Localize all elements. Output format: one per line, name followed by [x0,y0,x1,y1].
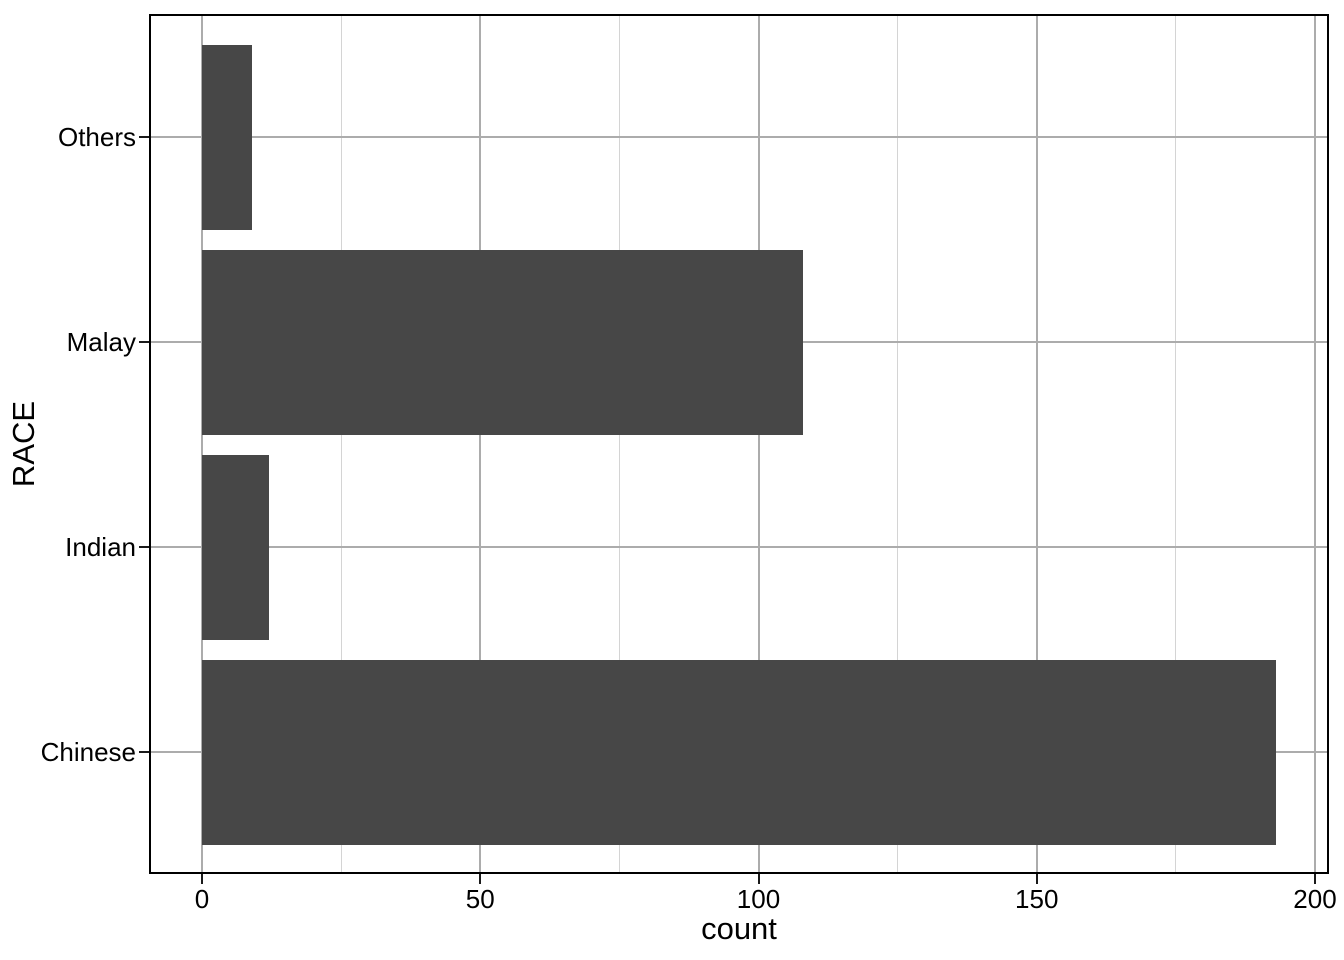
gridline-minor-vertical [340,16,342,872]
x-tick-label: 0 [194,884,210,914]
y-tick-mark [139,546,149,548]
plot-panel [149,14,1329,874]
gridline-major-vertical [1035,16,1038,872]
gridline-minor-vertical [1175,16,1177,872]
y-tick-label: Others [57,122,136,152]
x-tick-label: 150 [1015,884,1059,914]
bar-malay [202,249,804,435]
x-tick-mark [479,874,482,884]
gridline-major-vertical [479,16,482,872]
gridline-minor-vertical [618,16,620,872]
x-tick-mark [1035,874,1038,884]
y-tick-label: Indian [65,532,136,562]
gridline-major-horizontal [151,136,1327,138]
y-tick-mark [139,751,149,753]
gridline-major-vertical [757,16,760,872]
x-tick-mark [757,874,760,884]
gridline-major-vertical [201,16,203,872]
bar-indian [202,454,269,640]
x-axis-title: count [701,911,777,946]
x-tick-label: 100 [736,884,781,914]
gridline-minor-vertical [897,16,899,872]
y-tick-label: Chinese [40,737,136,767]
y-axis-title: RACE [6,400,41,488]
y-tick-label: Malay [66,327,136,357]
bar-others [202,44,253,230]
y-tick-mark [139,341,149,343]
gridline-major-vertical [1314,16,1316,872]
bar-chinese [202,659,1277,845]
x-tick-mark [201,874,203,884]
x-tick-label: 50 [465,884,495,914]
y-tick-mark [139,136,149,138]
x-tick-label: 200 [1293,884,1337,914]
x-tick-mark [1314,874,1316,884]
gridline-major-horizontal [151,546,1327,548]
bars-layer [151,16,1327,872]
